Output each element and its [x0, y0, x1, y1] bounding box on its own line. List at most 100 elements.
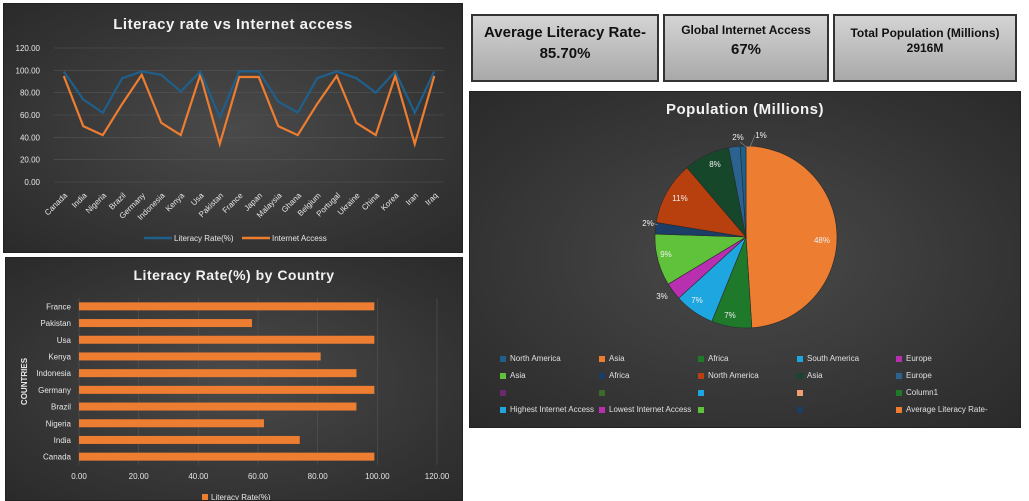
pie-slice-label: 2%	[732, 133, 744, 142]
x-tick-label: Canada	[43, 191, 70, 218]
legend-label: Asia	[510, 371, 526, 380]
line-chart: 120.00 100.00 80.00 60.00 40.00 20.00 0.00Cana…	[16, 44, 444, 243]
legend-item: Asia	[599, 354, 625, 363]
legend-swatch	[500, 355, 506, 362]
legend-label: Literacy Rate(%)	[211, 493, 271, 500]
legend-swatch	[896, 406, 902, 413]
y-tick-label: 100.00	[16, 66, 41, 75]
legend-item	[797, 405, 807, 414]
x-tick-label: France	[221, 191, 245, 215]
legend-swatch	[797, 389, 803, 396]
legend-swatch	[698, 389, 704, 396]
y-tick-label: 80.00	[20, 89, 41, 98]
legend-label: Highest Internet Access	[510, 405, 595, 414]
pie-slice-label: 9%	[660, 250, 672, 259]
legend-item	[797, 388, 807, 397]
kpi-value: 67%	[730, 41, 762, 58]
pie-slice-label: 8%	[709, 160, 721, 169]
legend-label: North America	[708, 371, 759, 380]
legend-item: Europe	[896, 371, 932, 380]
x-tick-label: Nigeria	[84, 191, 109, 216]
kpi-value: 85.70%	[539, 45, 591, 62]
legend-swatch	[797, 406, 803, 413]
line-chart-panel: Literacy rate vs Internet access 120.00 1…	[3, 3, 463, 253]
legend-item: Europe	[896, 354, 932, 363]
bar	[79, 302, 375, 311]
legend-swatch	[202, 494, 208, 500]
y-tick-label: 0.00	[24, 178, 40, 187]
x-tick-label: 40.00	[188, 472, 209, 481]
legend-swatch	[599, 389, 605, 396]
legend-label: Lowest Internet Access	[609, 405, 692, 414]
leader-line	[739, 141, 749, 149]
pie-slice	[655, 167, 747, 238]
legend-swatch	[599, 406, 605, 413]
legend-swatch	[698, 355, 704, 362]
legend-item: Lowest Internet Access	[599, 405, 691, 414]
y-tick-label: France	[46, 302, 71, 311]
pie-slice-label: 3%	[656, 292, 668, 301]
line-chart-title: Literacy rate vs Internet access	[113, 16, 353, 33]
x-tick-label: Iran	[404, 191, 420, 207]
legend-swatch	[500, 372, 506, 379]
y-tick-label: India	[54, 436, 72, 445]
y-axis-label: COUNTRIES	[20, 357, 29, 405]
legend-item: Asia	[797, 371, 823, 380]
x-tick-label: Korea	[379, 191, 401, 213]
bar	[79, 419, 264, 428]
legend-item: Africa	[698, 354, 728, 363]
legend-item: Highest Internet Access	[500, 405, 594, 414]
bar	[79, 385, 375, 394]
kpi-value: 2916M	[906, 41, 944, 55]
legend-swatch	[698, 406, 704, 413]
legend-label: Asia	[609, 354, 625, 363]
legend-swatch	[797, 372, 803, 379]
y-tick-label: Pakistan	[40, 319, 71, 328]
legend-item: Africa	[599, 371, 629, 380]
x-tick-label: 100.00	[365, 472, 390, 481]
pie-slice-label: 2%	[642, 219, 654, 228]
kpi-total-population: Total Population (Millions) 2916M	[833, 14, 1017, 82]
y-tick-label: Kenya	[48, 352, 71, 361]
legend-label: Europe	[906, 371, 932, 380]
y-tick-label: Nigeria	[46, 419, 72, 428]
legend-item	[500, 388, 510, 397]
legend-item: Asia	[500, 371, 526, 380]
x-tick-label: Kenya	[164, 191, 187, 214]
x-tick-label: 60.00	[248, 472, 269, 481]
legend-item: South America	[797, 354, 859, 363]
bar	[79, 352, 321, 361]
legend-label: Europe	[906, 354, 932, 363]
kpi-average-literacy: Average Literacy Rate- 85.70%	[471, 14, 659, 82]
legend-item	[698, 405, 708, 414]
x-tick-label: 80.00	[308, 472, 329, 481]
legend-item: North America	[698, 371, 759, 380]
bar	[79, 452, 375, 461]
legend-swatch	[896, 389, 902, 396]
pie-chart-panel: Population (Millions) 48% 7% 7% 3% 9% 2% 11% 8%…	[469, 91, 1021, 428]
y-tick-label: Indonesia	[36, 369, 71, 378]
bar-chart-panel: Literacy Rate(%) by Country 0.00 20.00 40.…	[5, 257, 463, 501]
series-line	[62, 71, 436, 149]
y-tick-label: Usa	[57, 336, 72, 345]
pie-slice-label: 48%	[814, 236, 830, 245]
series-line	[62, 69, 436, 121]
legend-label: Internet Access	[272, 234, 327, 243]
legend-swatch	[500, 389, 506, 396]
pie-slice-label: 11%	[672, 194, 687, 203]
bar	[79, 369, 357, 378]
bar-chart-title: Literacy Rate(%) by Country	[133, 267, 335, 283]
bar	[79, 402, 357, 411]
y-tick-label: Brazil	[51, 403, 71, 412]
pie-slice-label: 7%	[691, 296, 703, 305]
kpi-label: Total Population (Millions)	[850, 26, 1000, 40]
legend-item: North America	[500, 354, 561, 363]
legend-swatch	[797, 355, 803, 362]
legend-label: Column1	[906, 388, 939, 397]
kpi-global-internet: Global Internet Access 67%	[663, 14, 829, 82]
legend-swatch	[500, 406, 506, 413]
bar	[79, 335, 375, 344]
legend-label: Literacy Rate(%)	[174, 234, 234, 243]
x-tick-label: China	[360, 191, 382, 213]
legend-swatch	[896, 355, 902, 362]
